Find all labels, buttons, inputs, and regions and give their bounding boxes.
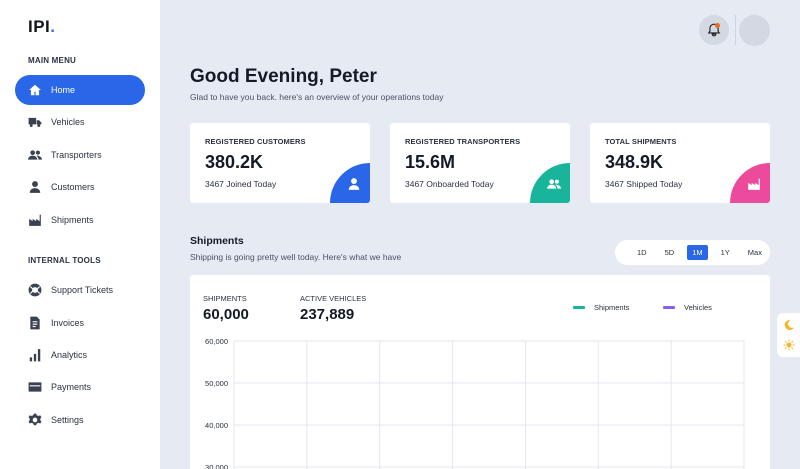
sun-icon[interactable]: [783, 339, 795, 351]
page-subtitle: Glad to have you back. here's an overvie…: [190, 92, 444, 102]
stat-label: REGISTERED TRANSPORTERS: [405, 137, 521, 146]
stat-note: 3467 Joined Today: [205, 179, 277, 189]
theme-toggle: [777, 313, 800, 357]
sidebar-item-label: Support Tickets: [51, 285, 114, 295]
sidebar-item-vehicles[interactable]: Vehicles: [15, 107, 145, 137]
sidebar-item-label: Analytics: [51, 350, 88, 360]
users-icon: [28, 148, 42, 162]
range-1y[interactable]: 1Y: [720, 248, 730, 257]
avatar[interactable]: [739, 15, 770, 46]
legend-label: Shipments: [594, 303, 630, 312]
range-1d[interactable]: 1D: [637, 248, 647, 257]
sidebar-item-label: Payments: [51, 382, 92, 392]
factory-icon: [28, 213, 42, 227]
range-1m[interactable]: 1M: [687, 245, 708, 260]
legend-item-vehicles[interactable]: Vehicles: [663, 303, 712, 312]
factory-icon: [748, 178, 760, 190]
stat-badge: [530, 163, 570, 203]
sidebar-item-label: Vehicles: [51, 117, 85, 127]
notifications-button[interactable]: [699, 15, 729, 45]
sidebar-item-shipments[interactable]: Shipments: [15, 205, 145, 235]
page-title: Good Evening, Peter: [190, 66, 377, 87]
range-max[interactable]: Max: [747, 248, 762, 257]
stat-value: 15.6M: [405, 152, 456, 172]
gear-icon: [28, 413, 42, 427]
sidebar-item-support-tickets[interactable]: Support Tickets: [15, 275, 145, 305]
sidebar-item-transporters[interactable]: Transporters: [15, 140, 145, 170]
legend-swatch: [573, 306, 585, 309]
y-tick-label: 50,000: [205, 379, 228, 388]
sidebar-item-label: Shipments: [51, 215, 94, 225]
bar-chart-icon: [28, 348, 42, 362]
sidebar: IPI. MAIN MENU Home Vehicles Transporter…: [0, 0, 160, 469]
shipments-chart-panel: SHIPMENTS 60,000 ACTIVE VEHICLES 237,889…: [190, 275, 770, 469]
main-menu-title: MAIN MENU: [28, 56, 77, 65]
y-tick-label: 40,000: [205, 421, 228, 430]
metric-label-active-vehicles: ACTIVE VEHICLES: [300, 294, 367, 303]
stat-value: 348.9K: [605, 152, 664, 172]
section-subtitle: Shipping is going pretty well today. Her…: [190, 252, 402, 262]
stat-label: TOTAL SHIPMENTS: [605, 137, 677, 146]
section-title: Shipments: [190, 235, 244, 247]
sidebar-item-label: Customers: [51, 182, 95, 192]
sidebar-item-label: Settings: [51, 415, 84, 425]
stat-card-shipments: TOTAL SHIPMENTS 348.9K 3467 Shipped Toda…: [590, 123, 770, 203]
stat-card-transporters: REGISTERED TRANSPORTERS 15.6M 3467 Onboa…: [390, 123, 570, 203]
legend-swatch: [663, 306, 675, 309]
legend-label: Vehicles: [684, 303, 712, 312]
sidebar-item-label: Home: [51, 85, 76, 95]
users-icon: [547, 179, 561, 189]
metric-value-active-vehicles: 237,889: [300, 306, 355, 323]
shipments-line-chart: 60,000 50,000 40,000 30,000: [205, 337, 745, 469]
stat-note: 3467 Onboarded Today: [405, 179, 494, 189]
app-logo[interactable]: IPI.: [28, 17, 56, 36]
sidebar-item-home[interactable]: Home: [15, 75, 145, 105]
sidebar-item-invoices[interactable]: Invoices: [15, 308, 145, 338]
range-5d[interactable]: 5D: [664, 248, 675, 257]
invoice-icon: [28, 316, 42, 330]
internal-tools-title: INTERNAL TOOLS: [28, 256, 101, 265]
legend-item-shipments[interactable]: Shipments: [573, 303, 629, 312]
moon-icon[interactable]: [783, 319, 795, 331]
divider: [735, 15, 736, 45]
truck-icon: [28, 115, 42, 129]
home-icon: [28, 83, 42, 97]
metric-label-shipments: SHIPMENTS: [203, 294, 247, 303]
stat-note: 3467 Shipped Today: [605, 179, 683, 189]
sidebar-item-customers[interactable]: Customers: [15, 172, 145, 202]
user-icon: [28, 180, 42, 194]
stat-badge: [730, 163, 770, 203]
stat-value: 380.2K: [205, 152, 264, 172]
y-tick-label: 60,000: [205, 337, 228, 346]
credit-card-icon: [28, 380, 42, 394]
sidebar-item-label: Invoices: [51, 318, 85, 328]
sidebar-item-label: Transporters: [51, 150, 102, 160]
stat-card-customers: REGISTERED CUSTOMERS 380.2K 3467 Joined …: [190, 123, 370, 203]
lifebuoy-icon: [28, 283, 42, 297]
stat-label: REGISTERED CUSTOMERS: [205, 137, 306, 146]
y-tick-label: 30,000: [205, 463, 228, 469]
sidebar-item-payments[interactable]: Payments: [15, 372, 145, 402]
sidebar-item-analytics[interactable]: Analytics: [15, 340, 145, 370]
user-icon: [348, 178, 360, 190]
time-range-selector: 1D 5D 1M 1Y Max: [615, 240, 770, 265]
sidebar-item-settings[interactable]: Settings: [15, 405, 145, 435]
metric-value-shipments: 60,000: [203, 306, 249, 323]
notification-dot: [715, 23, 720, 28]
stat-badge: [330, 163, 370, 203]
